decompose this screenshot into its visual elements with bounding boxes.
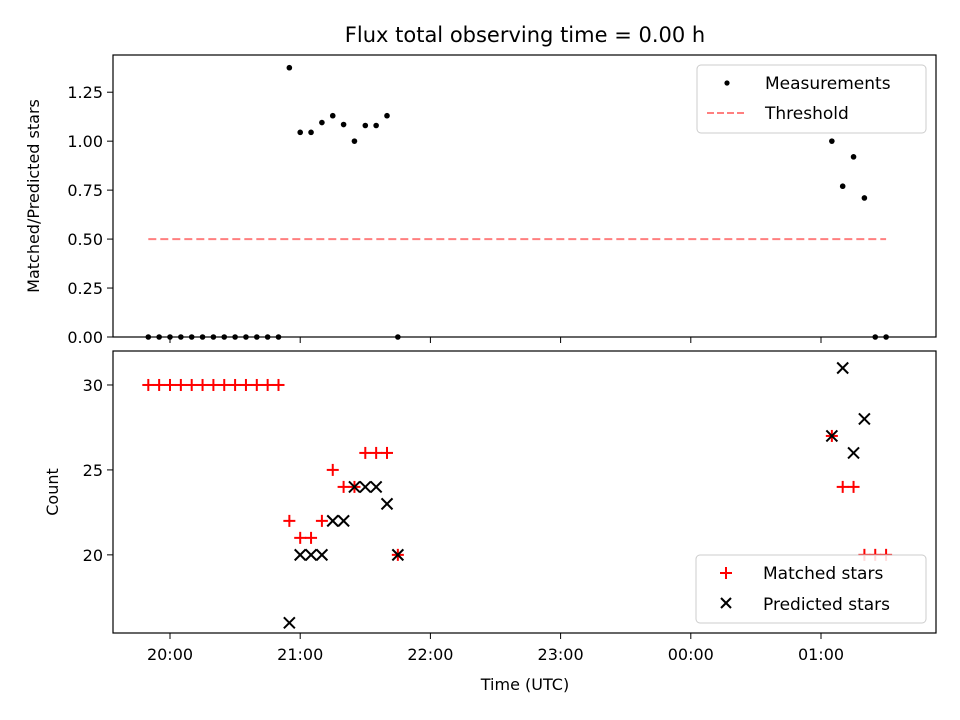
x-tick-label: 22:00 [407,645,453,664]
predicted-star-point [359,480,372,494]
measurement-point [319,119,325,126]
count-panel: Count Time (UTC) 20 25 30 20:00 21:00 22:00 2… [43,350,937,694]
predicted-star-point [337,514,350,528]
x-tick-label: 20:00 [147,645,193,664]
matched-star-point [185,378,198,391]
matched-star-point [337,480,350,493]
measurement-point [340,121,347,128]
matched-star-point [174,378,187,391]
y-tick-label: 0.25 [67,279,103,298]
y-tick-label: 25 [83,461,103,480]
predicted-star-point [315,548,329,562]
matched-star-point [239,378,252,391]
matched-star-point [294,531,307,544]
matched-star-point [196,378,209,391]
top-y-axis-label: Matched/Predicted stars [24,99,43,293]
matched-star-point [359,446,372,459]
measurement-point [850,154,857,160]
bottom-legend: Matched stars Predicted stars [695,554,927,624]
matched-star-point [326,463,339,476]
matched-star-point [381,446,393,459]
predicted-star-point [391,548,405,562]
legend-matched-marker [720,567,732,579]
x-axis-label: Time (UTC) [480,675,569,694]
top-plot-frame [112,54,937,338]
matched-star-point [315,514,328,527]
legend-predicted-label: Predicted stars [763,595,890,615]
matched-star-point [207,378,220,391]
measurement-point [839,183,846,190]
matched-star-point [836,480,849,493]
measurement-point [297,129,304,136]
predicted-star-point [858,412,871,426]
matched-star-point [164,378,176,391]
predicted-star-point [847,446,860,460]
matched-star-point [229,378,242,391]
chart-title: Flux total observing time = 0.00 h [345,23,705,47]
predicted-star-point [304,548,318,562]
legend-measurements-label: Measurements [765,74,891,94]
legend-predicted-marker [720,597,732,609]
x-tick-label: 01:00 [798,645,844,664]
predicted-star-point [825,429,839,443]
matched-star-point [250,378,263,391]
measurement-point [829,138,835,144]
matched-star-point [305,531,318,544]
y-tick-label: 0.50 [67,230,103,249]
matched-star-point [370,446,383,459]
y-tick-label: 1.00 [67,132,103,151]
y-tick-label: 20 [83,546,103,565]
y-tick-label: 30 [83,376,103,395]
legend-threshold-label: Threshold [764,104,849,124]
x-tick-label: 21:00 [277,645,323,664]
bottom-y-axis-label: Count [43,468,62,516]
matched-star-point [218,378,231,391]
matched-star-point [283,514,296,527]
measurement-point [861,195,868,201]
measurement-point [329,112,336,119]
matched-star-point [847,480,860,493]
top-legend: Measurements Threshold [696,64,927,134]
predicted-star-point [283,616,296,630]
measurement-point [308,129,314,136]
matched-star-point [261,378,274,391]
x-tick-label: 00:00 [668,645,714,664]
x-tick-label: 23:00 [538,645,584,664]
matched-star-point [153,378,166,391]
predicted-star-point [380,497,394,511]
matched-star-point [142,378,155,391]
legend-matched-label: Matched stars [763,564,883,584]
predicted-star-point [369,480,383,494]
measurement-point [384,112,390,119]
y-tick-label: 0.00 [67,328,103,347]
y-tick-label: 1.25 [67,83,103,102]
legend-measurements-marker [724,80,730,86]
bottom-plot-frame [112,350,937,634]
y-tick-label: 0.75 [67,181,103,200]
predicted-star-point [836,361,849,375]
measurement-point [373,122,379,129]
ratio-panel: Flux total observing time = 0.00 h Match… [24,23,937,347]
predicted-star-point [348,480,361,494]
measurement-point [351,138,358,144]
measurement-point [286,64,293,71]
matched-star-point [272,378,285,391]
predicted-star-point [293,548,307,562]
measurement-point [362,122,369,129]
predicted-star-point [326,514,339,528]
